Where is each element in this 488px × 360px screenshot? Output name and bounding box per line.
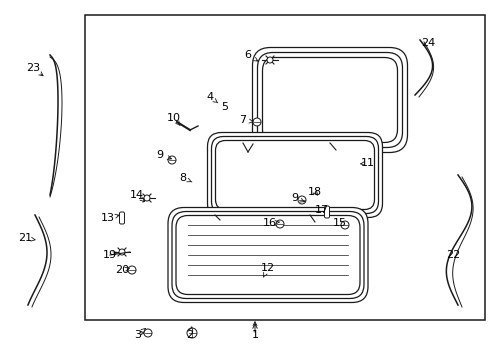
Text: 4: 4 [206, 92, 213, 102]
Circle shape [186, 328, 197, 338]
Text: 15: 15 [332, 218, 346, 228]
Text: 12: 12 [261, 263, 274, 273]
Circle shape [119, 249, 125, 255]
Circle shape [297, 196, 305, 204]
FancyBboxPatch shape [207, 132, 382, 217]
Text: 14: 14 [130, 190, 144, 200]
Text: 20: 20 [115, 265, 129, 275]
Circle shape [143, 329, 152, 337]
Text: 10: 10 [167, 113, 181, 123]
Text: 3: 3 [134, 330, 141, 340]
Bar [85, 15, 484, 320]
Text: 21: 21 [18, 233, 32, 243]
Text: 1: 1 [251, 330, 258, 340]
Text: 7: 7 [239, 115, 246, 125]
Circle shape [275, 220, 284, 228]
FancyBboxPatch shape [324, 206, 329, 218]
Text: 19: 19 [103, 250, 117, 260]
FancyBboxPatch shape [119, 212, 124, 224]
Text: 16: 16 [263, 218, 276, 228]
Text: 5: 5 [221, 102, 228, 112]
Text: 2: 2 [186, 330, 193, 340]
FancyBboxPatch shape [168, 207, 367, 302]
Circle shape [340, 221, 348, 229]
Text: 13: 13 [101, 213, 115, 223]
Text: 6: 6 [244, 50, 251, 60]
Circle shape [143, 195, 150, 201]
FancyBboxPatch shape [252, 48, 407, 153]
Text: 18: 18 [307, 187, 322, 197]
Circle shape [168, 156, 176, 164]
Text: 9: 9 [291, 193, 298, 203]
Text: 11: 11 [360, 158, 374, 168]
Text: 8: 8 [179, 173, 186, 183]
Circle shape [128, 266, 136, 274]
Text: 23: 23 [26, 63, 40, 73]
Text: 17: 17 [314, 205, 328, 215]
Text: 24: 24 [420, 38, 434, 48]
Circle shape [266, 57, 272, 63]
Text: 22: 22 [445, 250, 459, 260]
Circle shape [252, 118, 261, 126]
Text: 9: 9 [156, 150, 163, 160]
